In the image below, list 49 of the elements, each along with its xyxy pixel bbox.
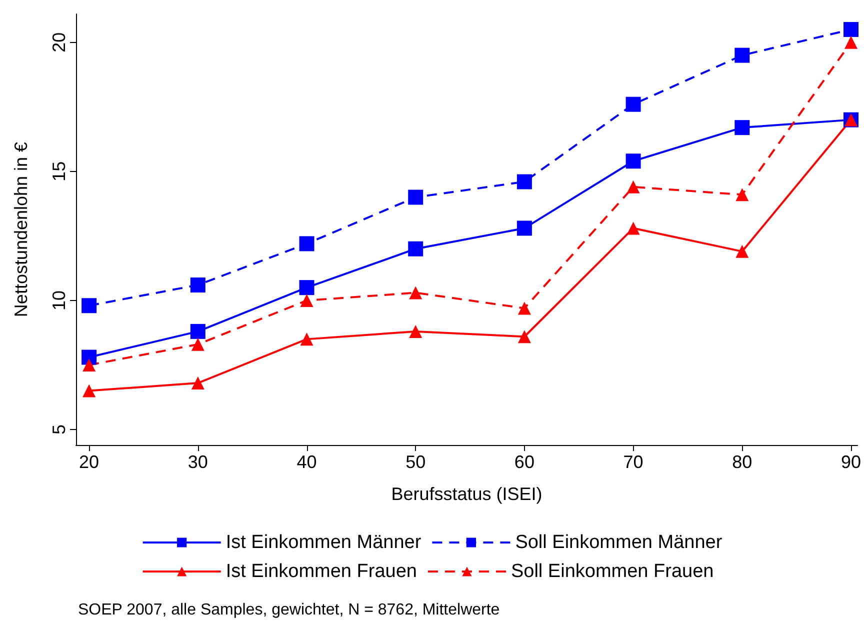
point: [843, 22, 858, 37]
legend-label: Ist Einkommen Männer: [226, 532, 422, 553]
point: [626, 180, 640, 194]
point: [82, 350, 97, 365]
point: [626, 154, 641, 169]
point: [300, 332, 314, 346]
y-tick-label: 20: [49, 32, 69, 52]
point: [734, 48, 750, 63]
point: [191, 376, 204, 390]
text: SOEP 2007, alle Samples, gewichtet, N = 8762, Mittelwerte: [78, 602, 500, 618]
y-tick-label: 10: [49, 290, 69, 310]
x-tick-label: 40: [296, 452, 317, 472]
point: [516, 174, 532, 190]
x-tick-label: 90: [840, 452, 862, 472]
point: [190, 324, 206, 339]
point: [518, 330, 531, 344]
point: [736, 244, 749, 258]
point: [409, 324, 422, 338]
point: [409, 286, 422, 300]
point: [82, 384, 96, 398]
y-axis-title: Nettostundenlohn in €: [11, 142, 31, 318]
point: [736, 188, 749, 202]
x-tick-label: 70: [623, 452, 644, 472]
point: [408, 190, 424, 205]
point: [300, 294, 314, 307]
legend-label: Ist Einkommen Frauen: [226, 561, 417, 582]
legend-label: Soll Einkommen Frauen: [510, 561, 714, 582]
point: [82, 358, 96, 372]
point: [844, 36, 858, 49]
point: [734, 120, 750, 136]
point: [299, 236, 314, 252]
point: [518, 302, 531, 315]
x-tick-label: 80: [732, 452, 752, 472]
point: [82, 298, 97, 314]
point: [408, 241, 424, 256]
x-tick-label: 50: [406, 452, 426, 472]
x-tick-label: 20: [79, 452, 100, 472]
point: [190, 277, 206, 292]
point: [516, 220, 532, 236]
y-tick-label: 15: [49, 161, 69, 182]
point: [191, 338, 204, 351]
point: [299, 280, 314, 296]
point: [626, 96, 641, 112]
x-axis-title: Berufsstatus (ISEI): [391, 484, 542, 504]
point: [626, 222, 640, 235]
x-tick-label: 60: [514, 452, 534, 472]
x-tick-label: 30: [188, 452, 208, 472]
y-tick-label: 5: [49, 424, 69, 435]
legend-label: Soll Einkommen Männer: [515, 532, 723, 553]
